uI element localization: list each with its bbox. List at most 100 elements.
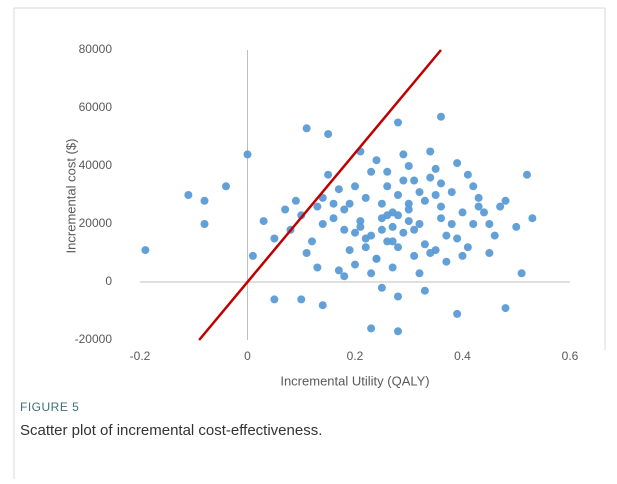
point <box>388 237 397 246</box>
point <box>361 193 370 202</box>
point <box>324 130 333 139</box>
point <box>485 220 494 228</box>
point <box>426 147 435 156</box>
point <box>340 205 349 214</box>
point <box>426 173 435 182</box>
point <box>302 249 311 257</box>
point <box>394 243 402 252</box>
caption: Scatter plot of incremental cost-effecti… <box>20 422 322 439</box>
point <box>377 199 386 208</box>
point <box>469 220 478 228</box>
point <box>377 283 386 292</box>
point <box>431 191 440 199</box>
y-axis-title: Incremental cost ($) <box>63 139 78 254</box>
point <box>388 263 397 272</box>
point <box>420 196 429 205</box>
point <box>394 327 402 336</box>
point <box>308 237 316 246</box>
point <box>334 185 343 194</box>
threshold-line <box>198 49 442 341</box>
point <box>415 269 424 278</box>
point <box>367 231 376 240</box>
point <box>523 170 531 179</box>
point <box>410 251 419 260</box>
y-tick-label: -20000 <box>75 332 113 346</box>
point <box>259 217 268 226</box>
point <box>351 228 359 237</box>
y-tick-label: 20000 <box>79 216 113 230</box>
point <box>474 202 483 211</box>
point <box>415 188 424 197</box>
point <box>528 214 537 223</box>
point <box>372 156 381 165</box>
point <box>447 220 456 228</box>
point <box>420 240 429 249</box>
x-tick-label: 0.4 <box>454 349 471 363</box>
point <box>415 220 424 228</box>
point <box>394 211 402 220</box>
point <box>367 167 376 176</box>
x-axis-title: Incremental Utility (QALY) <box>280 373 429 388</box>
point <box>329 214 338 223</box>
point <box>200 220 209 228</box>
point <box>512 222 521 231</box>
point <box>404 162 413 170</box>
point <box>474 193 483 202</box>
point <box>302 124 311 133</box>
point <box>248 251 257 260</box>
point <box>383 167 392 176</box>
point <box>334 266 343 275</box>
point <box>222 182 230 191</box>
point <box>340 272 349 281</box>
point <box>356 217 365 226</box>
point <box>184 191 193 199</box>
point <box>372 254 381 263</box>
point <box>485 249 494 257</box>
point <box>399 228 408 237</box>
y-tick-label: 60000 <box>79 100 113 114</box>
point <box>501 196 510 205</box>
y-tick-label: 40000 <box>79 158 113 172</box>
point <box>141 246 150 255</box>
point <box>345 246 354 255</box>
point <box>356 222 365 231</box>
point <box>367 324 376 333</box>
point <box>340 225 349 234</box>
y-tick-label: 0 <box>105 274 112 288</box>
point <box>243 150 252 159</box>
point <box>458 251 467 260</box>
point <box>399 150 408 159</box>
point <box>388 222 397 231</box>
point <box>447 188 456 197</box>
point <box>463 243 472 252</box>
point <box>313 202 322 211</box>
point <box>453 309 462 318</box>
point <box>437 202 445 211</box>
point <box>453 159 462 168</box>
point <box>437 112 445 121</box>
point <box>431 246 440 255</box>
point <box>394 191 402 199</box>
point <box>351 182 359 191</box>
x-tick-label: 0.2 <box>347 349 364 363</box>
point <box>313 263 322 272</box>
point <box>377 225 386 234</box>
point <box>437 214 445 223</box>
point <box>420 286 429 295</box>
point <box>318 301 327 310</box>
point <box>437 179 445 188</box>
point <box>404 205 413 214</box>
point <box>345 199 354 208</box>
point <box>404 217 413 226</box>
point <box>458 208 467 217</box>
point <box>399 176 408 185</box>
point <box>517 269 526 278</box>
point <box>442 231 451 240</box>
point <box>480 208 488 217</box>
point <box>383 211 392 220</box>
point <box>270 295 279 304</box>
point <box>361 243 370 252</box>
point <box>442 257 451 266</box>
x-tick-label: 0 <box>244 349 251 363</box>
point <box>270 234 279 243</box>
